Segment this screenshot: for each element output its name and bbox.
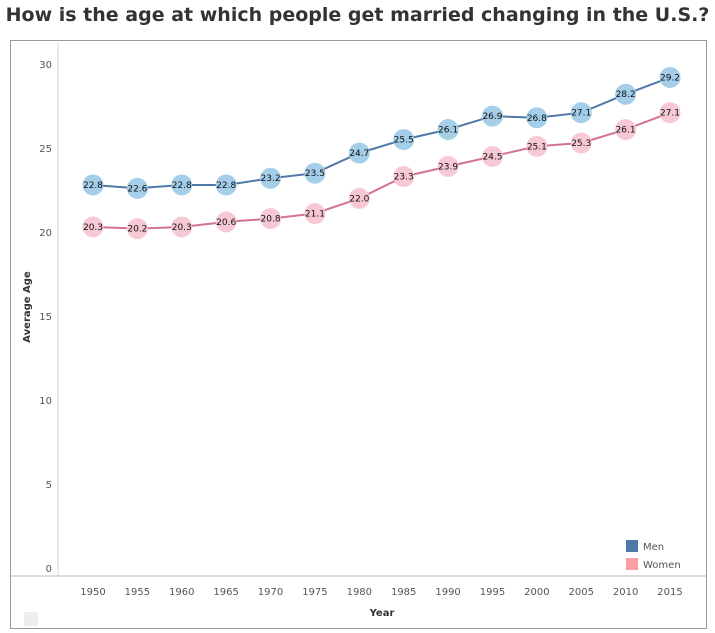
data-point-men (526, 107, 548, 129)
data-label-men: 26.9 (482, 112, 502, 122)
data-point-women (171, 216, 193, 238)
data-label-women: 20.2 (127, 225, 147, 235)
data-point-women (126, 218, 148, 240)
x-tick-label: 1990 (435, 587, 460, 598)
x-tick-label: 1975 (302, 587, 327, 598)
y-tick-label: 30 (39, 60, 52, 71)
data-label-women: 23.3 (394, 173, 414, 183)
data-point-men (82, 174, 104, 196)
data-point-men (304, 162, 326, 184)
data-label-women: 20.3 (83, 223, 103, 233)
data-point-men (393, 129, 415, 151)
data-label-women: 25.3 (571, 139, 591, 149)
x-tick-label: 1965 (213, 587, 238, 598)
legend-label-men: Men (643, 542, 664, 553)
y-tick-label: 20 (39, 228, 52, 239)
data-point-women (82, 216, 104, 238)
data-point-women (526, 135, 548, 157)
chart-title: How is the age at which people get marri… (5, 4, 710, 26)
y-tick-label: 5 (46, 480, 52, 491)
data-label-women: 20.8 (261, 215, 281, 225)
data-point-men (348, 142, 370, 164)
data-label-women: 23.9 (438, 162, 458, 172)
data-label-men: 25.5 (394, 136, 414, 146)
data-point-women (215, 211, 237, 233)
data-label-men: 22.8 (216, 181, 236, 191)
data-label-men: 26.1 (438, 126, 458, 136)
data-point-women (481, 145, 503, 167)
data-label-men: 27.1 (571, 109, 591, 119)
data-point-men (437, 119, 459, 141)
x-tick-label: 1955 (125, 587, 150, 598)
data-point-men (215, 174, 237, 196)
data-point-men (659, 66, 681, 88)
data-label-women: 27.1 (660, 109, 680, 119)
x-tick-label: 1995 (480, 587, 505, 598)
data-label-men: 26.8 (527, 114, 547, 124)
x-tick-label: 2015 (657, 587, 682, 598)
x-tick-label: 1960 (169, 587, 194, 598)
y-tick-label: 0 (46, 564, 52, 575)
data-point-women (437, 155, 459, 177)
legend-label-women: Women (643, 560, 681, 571)
data-point-men (126, 177, 148, 199)
data-label-men: 28.2 (616, 90, 636, 100)
x-tick-label: 1950 (80, 587, 105, 598)
data-label-women: 26.1 (616, 126, 636, 136)
data-point-women (304, 203, 326, 225)
y-axis-title: Average Age (22, 271, 33, 343)
y-tick-label: 15 (39, 312, 52, 323)
data-label-men: 22.6 (127, 184, 147, 194)
data-point-men (481, 105, 503, 127)
data-label-women: 22.0 (349, 194, 369, 204)
data-label-women: 24.5 (482, 152, 502, 162)
data-point-women (570, 132, 592, 154)
data-label-men: 23.5 (305, 169, 325, 179)
x-tick-label: 1985 (391, 587, 416, 598)
y-tick-label: 25 (39, 144, 52, 155)
data-label-women: 20.3 (172, 223, 192, 233)
data-label-women: 21.1 (305, 210, 325, 220)
x-tick-label: 1980 (347, 587, 372, 598)
legend-swatch-women (626, 558, 638, 570)
data-label-men: 23.2 (261, 174, 281, 184)
data-point-men (171, 174, 193, 196)
data-label-men: 22.8 (83, 181, 103, 191)
x-tick-label: 2005 (569, 587, 594, 598)
data-point-men (260, 167, 282, 189)
data-point-women (348, 187, 370, 209)
data-point-women (393, 166, 415, 188)
legend-swatch-men (626, 540, 638, 552)
data-label-men: 22.8 (172, 181, 192, 191)
x-tick-label: 2010 (613, 587, 638, 598)
data-label-men: 24.7 (349, 149, 369, 159)
data-label-men: 29.2 (660, 73, 680, 83)
data-point-women (615, 119, 637, 141)
y-tick-label: 10 (39, 396, 52, 407)
series-line-women (92, 111, 671, 230)
corner-box (24, 612, 38, 626)
x-tick-label: 2000 (524, 587, 549, 598)
x-axis-title: Year (369, 608, 395, 619)
data-point-women (260, 208, 282, 230)
chart-frame (10, 40, 707, 629)
data-point-women (659, 102, 681, 124)
data-label-women: 20.6 (216, 218, 236, 228)
data-point-men (570, 102, 592, 124)
data-label-women: 25.1 (527, 142, 547, 152)
x-tick-label: 1970 (258, 587, 283, 598)
data-point-men (615, 83, 637, 105)
